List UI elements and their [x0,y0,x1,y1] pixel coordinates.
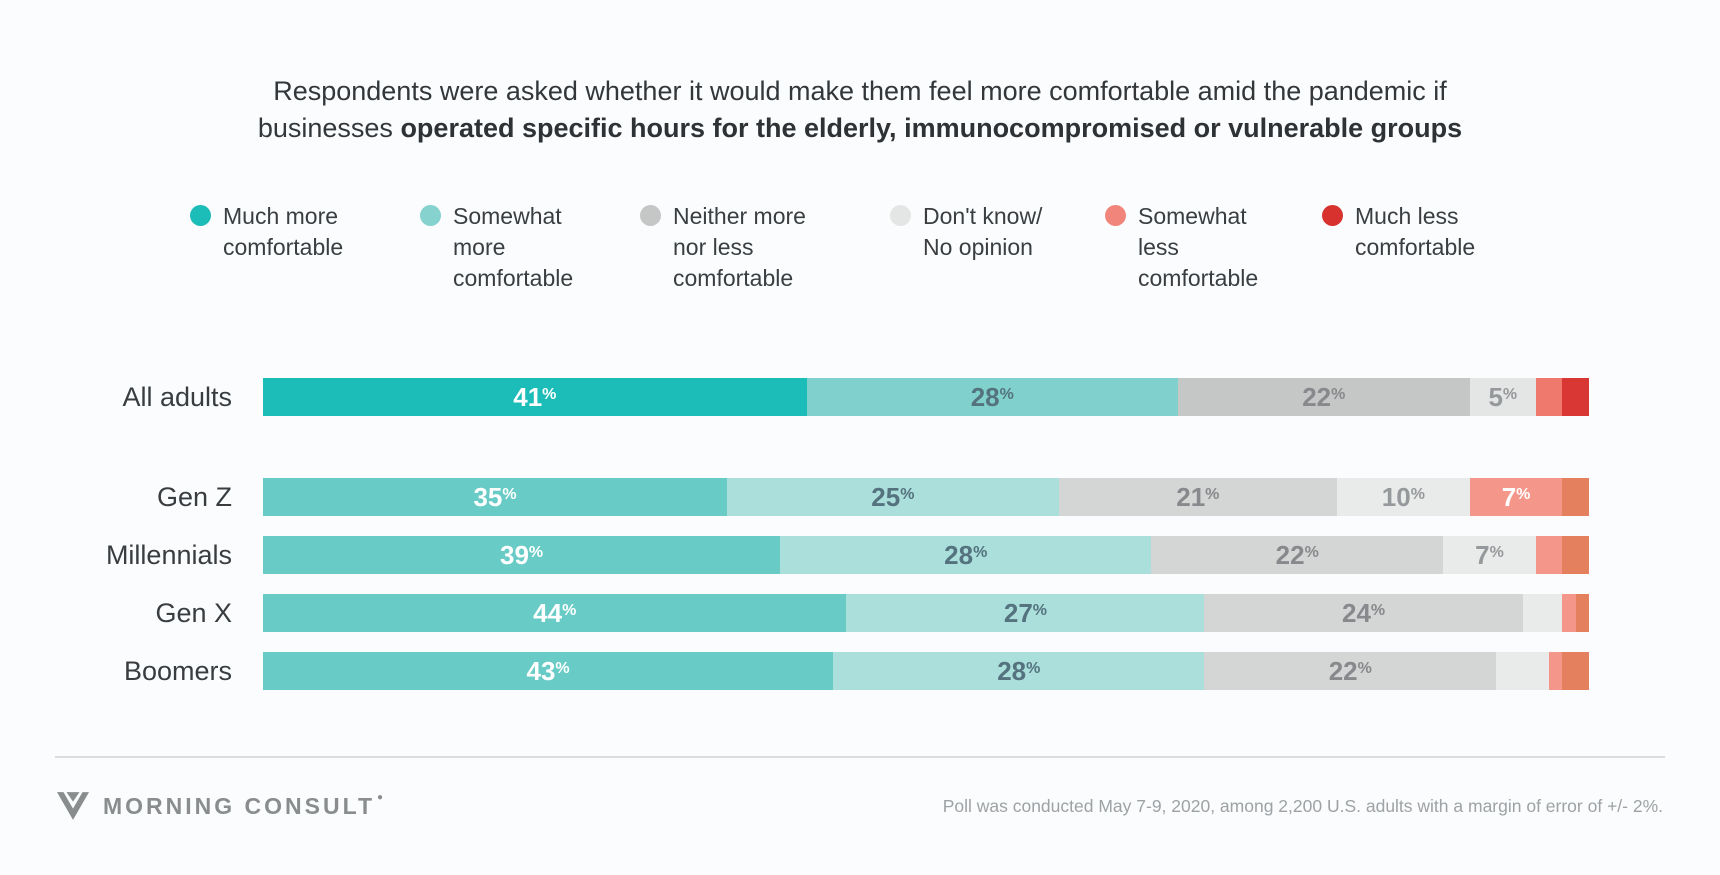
legend-label: Much less comfortable [1355,203,1476,260]
bar-value-label: 44% [533,597,577,628]
bar-value-label: 41% [513,381,557,412]
bar-segment: 25% [727,478,1059,516]
row-label: Millennials [105,539,232,570]
bar-value-label: 35% [473,481,517,512]
bar-segment: 43% [263,652,834,690]
bar-value-label: 43% [526,655,570,686]
bar-value-label: 5% [1488,381,1518,412]
legend-item: Don't know/ No opinion [890,201,1105,294]
bar-value-label: 27% [1003,597,1048,628]
bar-segment: 41% [263,378,807,416]
legend-label: Don't know/ No opinion [923,203,1043,260]
legend-label: Somewhat more comfortable [453,203,574,291]
title-line-2-bold: operated specific hours for the elderly,… [400,113,1463,143]
bar-segment: 22% [1204,652,1497,690]
bar-segment: 28% [833,652,1205,690]
bar-segment: 28% [780,536,1152,574]
bar-segment [1549,652,1563,690]
legend-item: Neither more nor less comfortable [640,201,890,294]
footer: MORNING CONSULT ● Poll was conducted May… [57,792,1663,820]
bar-segment: 39% [263,536,781,574]
chart-rows: All adults 41% 28% 22% 5% Gen Z 35% 25% 21% 10% 7%… [0,378,1720,690]
bar-segment [1522,594,1563,632]
legend-dot-icon [190,205,211,226]
legend: Much more comfortable Somewhat more comfo… [190,201,1720,294]
footer-divider [55,756,1665,758]
bar-value-label: 10% [1381,481,1425,512]
bar-segment: 35% [263,478,728,516]
bar-segment: 7% [1469,478,1563,516]
bar-segment [1562,652,1589,690]
legend-dot-icon [1322,205,1343,226]
bar-value-label: 7% [1501,481,1531,512]
row-label: Boomers [123,655,232,686]
bar-segment [1562,378,1589,416]
bar-value-label: 22% [1275,539,1319,570]
row-label: All adults [122,381,232,412]
stacked-bar: 35% 25% 21% 10% 7% [263,478,1589,516]
bar-segment [1496,652,1550,690]
bar-segment: 27% [846,594,1205,632]
bar-segment: 28% [806,378,1178,416]
bar-value-label: 28% [944,539,988,570]
bar-segment: 44% [263,594,847,632]
bar-value-label: 39% [499,539,544,570]
bar-value-label: 22% [1302,381,1346,412]
legend-dot-icon [1105,205,1126,226]
legend-item: Somewhat less comfortable [1105,201,1322,294]
logo-text: MORNING CONSULT [103,792,376,819]
bar-value-label: 21% [1176,481,1220,512]
chart-row: Gen X 44% 27% 24% [0,594,1720,632]
row-label: Gen Z [156,481,232,512]
stacked-bar: 44% 27% 24% [263,594,1589,632]
stacked-bar: 43% 28% 22% [263,652,1589,690]
legend-label: Neither more nor less comfortable [673,203,806,291]
legend-label: Much more comfortable [223,203,344,260]
bar-segment [1562,536,1589,574]
bar-value-label: 7% [1475,539,1504,570]
bar-segment [1562,594,1576,632]
morning-consult-logo: MORNING CONSULT ● [57,791,384,820]
legend-label: Somewhat less comfortable [1138,203,1259,291]
stacked-bar: 41% 28% 22% 5% [263,378,1589,416]
bar-segment: 22% [1151,536,1444,574]
bar-segment [1575,594,1589,632]
title-line-1: Respondents were asked whether it would … [273,76,1447,106]
legend-dot-icon [640,205,661,226]
bar-segment: 10% [1337,478,1470,516]
bar-value-label: 24% [1341,597,1386,628]
bar-value-label: 25% [871,481,915,512]
chart-row: Millennials 39% 28% 22% 7% [0,536,1720,574]
chart-row: Gen Z 35% 25% 21% 10% 7% [0,478,1720,516]
legend-item: Somewhat more comfortable [420,201,640,294]
row-label: Gen X [155,597,232,628]
legend-dot-icon [420,205,441,226]
title-line-2-prefix: businesses [257,113,401,143]
logo-m-icon [57,792,89,820]
chart-row: Boomers 43% 28% 22% [0,652,1720,690]
bar-value-label: 28% [970,381,1014,412]
methodology-note: Poll was conducted May 7-9, 2020, among … [942,795,1663,816]
bar-segment: 7% [1443,536,1536,574]
bar-segment: 22% [1177,378,1470,416]
stacked-bar: 39% 28% 22% 7% [263,536,1589,574]
bar-segment: 5% [1469,378,1536,416]
title-line-2: businesses operated specific hours for t… [120,110,1600,147]
bar-segment [1535,536,1563,574]
bar-segment: 21% [1058,478,1338,516]
chart-row: All adults 41% 28% 22% 5% [0,378,1720,416]
bar-value-label: 28% [997,655,1041,686]
chart-title: Respondents were asked whether it would … [120,73,1600,147]
legend-dot-icon [890,205,911,226]
bar-value-label: 22% [1328,655,1372,686]
bar-segment [1562,478,1589,516]
legend-item: Much more comfortable [190,201,420,294]
bar-segment: 24% [1204,594,1523,632]
bar-segment [1535,378,1563,416]
trademark-dot-icon: ● [377,791,384,803]
legend-item: Much less comfortable [1322,201,1475,294]
